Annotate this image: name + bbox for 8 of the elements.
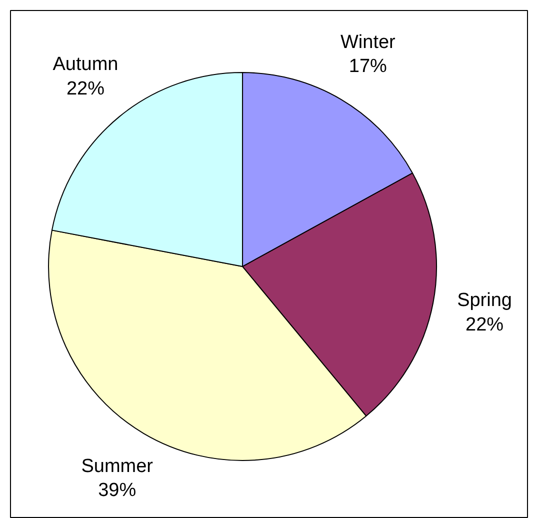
slice-label: Summer bbox=[81, 456, 154, 477]
slice-label: Winter bbox=[340, 32, 396, 53]
slice-label: Spring bbox=[457, 290, 512, 312]
data-label: 39% bbox=[98, 480, 136, 502]
data-label: 17% bbox=[348, 56, 388, 78]
data-label: 22% bbox=[466, 314, 504, 336]
slice-label: Autumn bbox=[52, 54, 118, 76]
data-label: 22% bbox=[66, 78, 105, 100]
